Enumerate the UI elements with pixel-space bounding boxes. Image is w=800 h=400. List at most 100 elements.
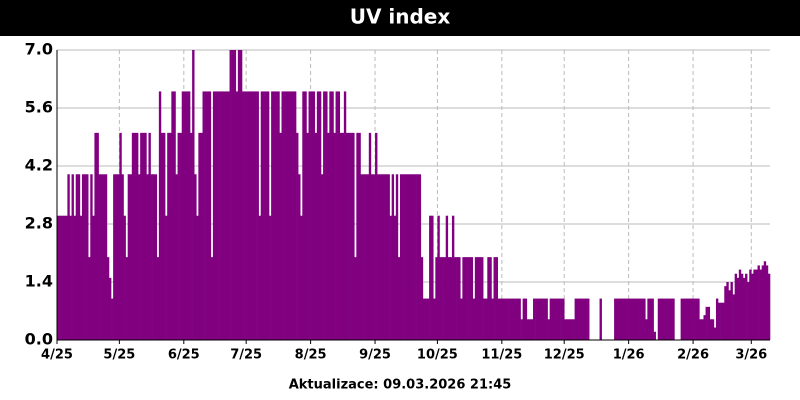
bar <box>616 298 619 340</box>
bar <box>630 298 634 340</box>
bar <box>223 91 226 340</box>
bar <box>302 91 305 340</box>
bar <box>370 174 374 340</box>
bar <box>614 298 617 340</box>
bar <box>628 298 632 340</box>
bar <box>518 298 521 340</box>
bar <box>485 298 488 340</box>
bar <box>300 215 303 340</box>
bar <box>368 132 372 340</box>
bar <box>695 298 698 340</box>
bar <box>113 174 116 340</box>
bar <box>709 319 713 340</box>
bar <box>179 132 183 340</box>
bar <box>341 132 345 340</box>
bar <box>570 319 573 340</box>
bar <box>339 132 343 340</box>
bar <box>208 91 212 340</box>
bar <box>512 298 515 340</box>
bar <box>759 269 762 340</box>
bar <box>108 277 112 340</box>
bar <box>269 215 272 340</box>
bar <box>487 257 490 340</box>
bar <box>395 174 399 340</box>
bar <box>724 286 727 340</box>
bar <box>119 132 122 340</box>
bar <box>192 50 195 340</box>
bar <box>210 257 214 340</box>
bar <box>393 215 397 340</box>
bar <box>495 257 498 340</box>
bar <box>372 174 376 340</box>
bar <box>150 174 153 340</box>
bar <box>385 174 388 340</box>
bar <box>740 273 744 340</box>
bar <box>516 298 519 340</box>
bar <box>445 215 449 340</box>
bar <box>260 91 264 340</box>
bar <box>312 91 316 340</box>
y-tick-label: 0.0 <box>25 330 53 349</box>
bar <box>63 215 66 340</box>
bar <box>167 132 170 340</box>
bar <box>514 298 517 340</box>
bar <box>88 257 91 340</box>
bar <box>541 298 544 340</box>
y-tick-label: 1.4 <box>25 272 53 291</box>
bar <box>308 91 311 340</box>
bar <box>707 306 711 340</box>
bar <box>560 298 563 340</box>
bar <box>584 298 588 340</box>
y-tick-label: 7.0 <box>25 40 53 59</box>
x-tick-label: 6/25 <box>168 348 200 363</box>
bar <box>599 298 602 340</box>
bar <box>343 91 347 340</box>
bar <box>102 174 106 340</box>
bar <box>148 132 151 340</box>
bar <box>306 132 309 340</box>
bar <box>350 132 353 340</box>
bar <box>643 298 646 340</box>
bar <box>352 132 355 340</box>
bar <box>749 269 752 340</box>
bar <box>59 215 62 340</box>
bar <box>503 298 507 340</box>
bar <box>736 277 740 340</box>
bar <box>422 298 426 340</box>
bar <box>443 257 447 340</box>
bar <box>323 91 326 340</box>
bar <box>235 91 239 340</box>
bar <box>657 298 661 340</box>
bar <box>666 298 669 340</box>
bar <box>435 257 438 340</box>
bar <box>138 174 141 340</box>
bar <box>624 298 627 340</box>
bar <box>69 215 72 340</box>
bar <box>100 174 104 340</box>
bar <box>449 257 453 340</box>
bar <box>318 91 322 340</box>
bar <box>111 298 114 340</box>
bar <box>456 257 459 340</box>
bar <box>578 298 582 340</box>
bar <box>524 298 528 340</box>
bar <box>204 91 207 340</box>
bar <box>530 319 534 340</box>
bar <box>310 91 313 340</box>
footer: Aktualizace: 09.03.2026 21:45 <box>289 378 512 393</box>
bar <box>481 257 484 340</box>
bar <box>98 174 101 340</box>
bar <box>271 91 274 340</box>
bar <box>715 298 719 340</box>
x-tick-label: 5/25 <box>103 348 135 363</box>
bar <box>767 273 771 340</box>
bar <box>383 174 386 340</box>
y-tick-label: 5.6 <box>25 98 53 117</box>
x-tick-label: 1/26 <box>613 348 645 363</box>
bar <box>183 91 187 340</box>
bar <box>661 298 665 340</box>
bar <box>649 298 652 340</box>
bar <box>104 174 108 340</box>
bar <box>732 294 735 340</box>
bar <box>356 132 359 340</box>
